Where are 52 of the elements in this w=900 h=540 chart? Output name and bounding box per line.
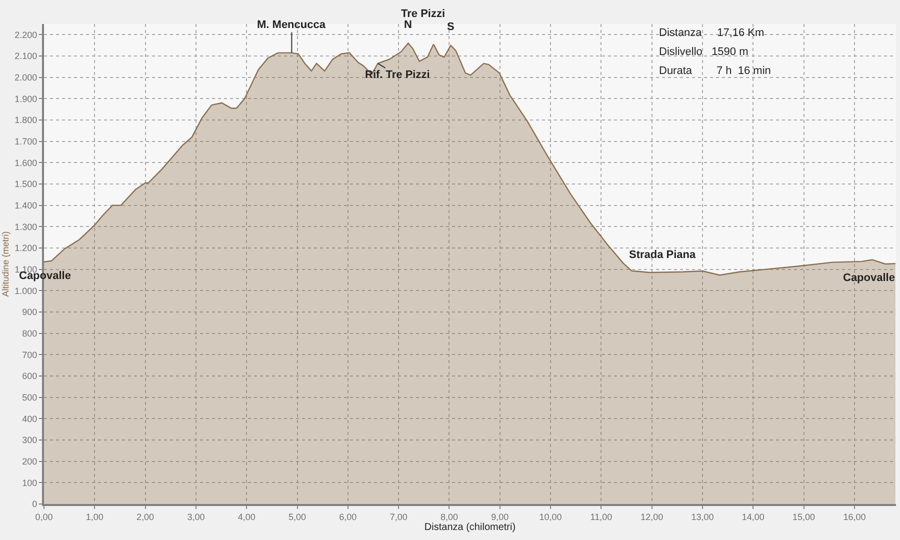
x-tick-label: 16,00	[843, 512, 866, 522]
y-tick-label: 1.400	[14, 200, 38, 210]
annotation: S	[447, 21, 454, 33]
x-tick-label: 5,00	[288, 512, 306, 522]
annotation: Distanza 17,16 Km	[659, 27, 764, 39]
annotation: Dislivello 1590 m	[659, 46, 748, 58]
y-axis-title: Altitudine (metri)	[0, 231, 11, 297]
annotation: N	[404, 19, 412, 31]
y-tick-label: 300	[22, 435, 38, 446]
x-tick-label: 6,00	[339, 512, 357, 522]
y-tick-label: 1.700	[14, 136, 38, 146]
y-tick-label: 200	[22, 456, 38, 466]
y-tick-label: 1.600	[14, 158, 38, 168]
text: Tre Pizzi	[401, 8, 446, 20]
annotation: Strada Piana	[629, 249, 697, 261]
y-tick-label: 1.200	[14, 243, 38, 254]
x-tick-label: 7,00	[390, 512, 408, 522]
annotation: Durata 7 h 16 min	[659, 65, 771, 77]
y-tick-label: 0	[32, 499, 38, 510]
y-tick-label: 900	[22, 307, 38, 318]
y-tick-label: 1.300	[14, 222, 38, 232]
x-tick-label: 15,00	[792, 512, 816, 522]
y-tick-label: 1.100	[14, 264, 38, 274]
y-tick-label: 700	[22, 350, 38, 360]
y-tick-label: 2.200	[14, 30, 38, 40]
y-tick-label: 1.000	[14, 286, 38, 296]
x-tick-label: 13,00	[691, 512, 714, 522]
x-tick-label: 10,00	[539, 512, 562, 522]
x-tick-label: 1,00	[86, 512, 104, 522]
y-tick-label: 1.800	[14, 115, 38, 126]
y-tick-label: 100	[22, 478, 38, 488]
x-tick-label: 8,00	[440, 512, 458, 522]
y-tick-label: 1.900	[14, 94, 38, 104]
annotation: Capovalle	[843, 272, 895, 284]
x-tick-label: 12,00	[640, 512, 664, 522]
x-axis-title: Distanza (chilometri)	[424, 522, 516, 533]
y-tick-label: 600	[22, 371, 38, 382]
y-tick-label: 800	[22, 328, 38, 338]
x-tick-label: 9,00	[491, 512, 509, 522]
x-tick-label: 2,00	[136, 512, 154, 522]
x-tick-label: 14,00	[742, 512, 764, 522]
annotation: M. Mencucca	[257, 19, 326, 31]
y-tick-label: 1.500	[14, 179, 38, 190]
y-tick-label: 500	[22, 392, 38, 402]
x-tick-label: 0,00	[35, 512, 53, 522]
annotation: Rif. Tre Pizzi	[365, 69, 430, 81]
y-tick-label: 400	[22, 414, 38, 424]
x-tick-label: 11,00	[590, 512, 612, 522]
y-tick-label: 2.000	[14, 72, 38, 82]
x-tick-label: 4,00	[238, 512, 256, 522]
x-tick-label: 3,00	[187, 512, 205, 522]
y-tick-label: 2.100	[14, 51, 38, 62]
